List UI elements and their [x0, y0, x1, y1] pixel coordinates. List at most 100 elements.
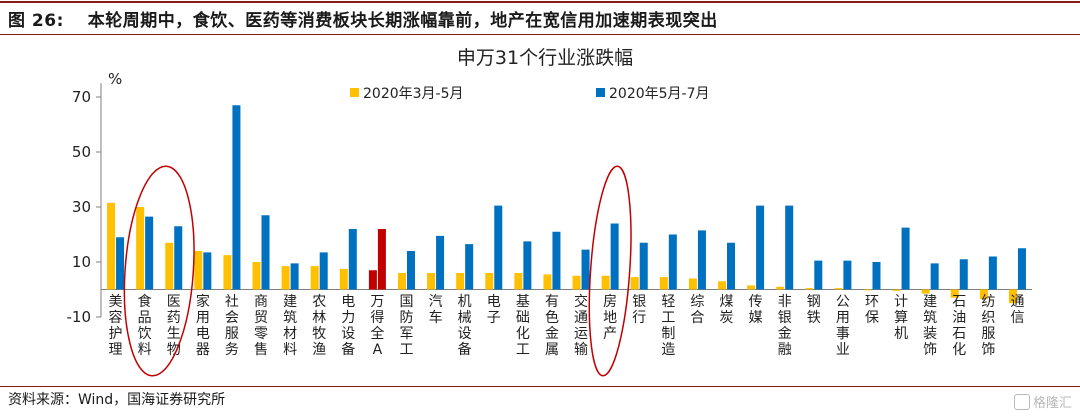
- watermark-text: 格隆汇: [1032, 396, 1072, 411]
- bar: [979, 289, 988, 300]
- bar: [814, 260, 823, 290]
- x-tick-label: 煤炭: [720, 294, 734, 326]
- y-tick-label: 50: [72, 143, 91, 161]
- chart: 申万31个行业涨跌幅 % 2020年3月-5月 2020年5月-7月 -10 10 3…: [67, 47, 1032, 377]
- axes: -10 10 30 50 70: [67, 83, 1032, 326]
- bar: [988, 256, 997, 290]
- bar: [485, 273, 494, 290]
- bars: [107, 105, 1026, 304]
- bar: [659, 277, 668, 290]
- bar: [348, 229, 357, 290]
- bar: [843, 260, 852, 290]
- x-tick-label: 汽车: [429, 294, 443, 326]
- legend: 2020年3月-5月 2020年5月-7月: [350, 86, 710, 102]
- x-tick-label: 计算机: [894, 294, 908, 342]
- x-tick-label: 石油石化: [952, 294, 966, 358]
- legend-label: 2020年3月-5月: [363, 86, 464, 102]
- source-note: 资料来源：Wind，国海证券研究所: [8, 392, 226, 408]
- x-tick-label: 纺织服饰: [981, 294, 995, 358]
- legend-label: 2020年5月-7月: [609, 86, 710, 102]
- bar: [718, 281, 727, 290]
- bar: [252, 262, 261, 290]
- bar: [397, 273, 406, 290]
- x-tick-label: 社会服务: [225, 294, 239, 358]
- bar: [310, 266, 319, 290]
- bar: [930, 263, 939, 290]
- x-tick-label: 传媒: [749, 294, 763, 326]
- x-tick-label: 钢铁: [807, 294, 821, 326]
- bottom-rule: [0, 386, 1080, 387]
- watermark-logo-icon: [1013, 394, 1030, 410]
- bar: [863, 289, 872, 291]
- legend-swatch: [596, 88, 605, 97]
- x-tick-label: 银行: [632, 294, 646, 326]
- bar: [543, 274, 552, 290]
- bar: [165, 242, 174, 290]
- y-tick-label: 30: [72, 198, 91, 216]
- bar: [1008, 289, 1017, 304]
- x-tick-label: 轻工制造: [661, 294, 675, 358]
- bar: [194, 251, 203, 290]
- y-tick-label: -10: [67, 308, 92, 326]
- bar: [697, 230, 706, 290]
- annotations: [123, 165, 632, 377]
- y-tick-label: 70: [72, 88, 91, 106]
- y-tick-label: 10: [72, 253, 91, 271]
- highlight-circle: [588, 165, 632, 377]
- bar: [514, 273, 523, 290]
- bar: [872, 262, 881, 290]
- x-tick-label: 非银金融: [778, 294, 792, 358]
- bar: [223, 255, 232, 290]
- bar: [668, 234, 677, 290]
- bar: [436, 235, 445, 290]
- bar: [639, 242, 648, 290]
- bar: [688, 278, 697, 290]
- bar: [834, 288, 843, 290]
- bar: [523, 241, 532, 290]
- bar: [610, 223, 619, 290]
- bar: [281, 266, 290, 290]
- bar: [456, 273, 465, 290]
- x-tick-label: 家用电器: [196, 293, 210, 358]
- bar: [339, 268, 348, 290]
- x-tick-label: 房地产: [603, 294, 617, 342]
- bar: [785, 205, 794, 290]
- bar: [290, 263, 299, 290]
- x-tick-label: 商贸零售: [254, 294, 268, 358]
- x-tick-label: 食品饮料: [138, 293, 152, 358]
- figure-title: 图 26: 本轮周期中，食饮、医药等消费板块长期涨幅靠前，地产在宽信用加速期表现…: [8, 11, 718, 31]
- bar: [776, 286, 785, 290]
- x-tick-label: 交通运输: [574, 293, 588, 358]
- bar: [145, 216, 154, 290]
- x-tick-label: 机械设备: [458, 294, 472, 358]
- bar: [921, 289, 930, 294]
- x-tick-label: 基础化工: [516, 293, 530, 358]
- bar: [136, 207, 145, 290]
- bar: [232, 105, 241, 290]
- chart-title: 申万31个行业涨跌幅: [457, 47, 633, 69]
- x-tick-label: 有色金属: [545, 294, 559, 358]
- bar: [377, 229, 386, 290]
- bar: [552, 231, 561, 290]
- bar: [1017, 248, 1026, 290]
- bar: [727, 242, 736, 290]
- x-tick-label: 通信: [1010, 294, 1024, 326]
- top-rule: [0, 1, 1080, 3]
- bar: [950, 289, 959, 298]
- highlight-circle: [123, 165, 195, 377]
- bar: [630, 277, 639, 290]
- bar: [116, 237, 125, 290]
- x-tick-label: 建筑装饰: [923, 294, 937, 358]
- x-tick-label: 农林牧渔: [312, 294, 326, 358]
- x-tick-labels: 美容护理 食品饮料 医药生物 家用电器 社会服务 商贸零售 建筑材料 农林牧渔 电力设备 万得全 A…: [109, 293, 1025, 358]
- x-tick-label: 医药生物: [167, 294, 181, 358]
- bar: [901, 227, 910, 290]
- bar: [107, 202, 116, 290]
- x-tick-label: 建筑材料: [283, 294, 297, 358]
- bar: [747, 285, 756, 290]
- bar: [174, 226, 183, 290]
- bar: [319, 252, 328, 290]
- x-tick-label: 国防军工: [399, 294, 413, 358]
- y-axis-unit: %: [108, 70, 122, 88]
- legend-swatch: [350, 88, 359, 97]
